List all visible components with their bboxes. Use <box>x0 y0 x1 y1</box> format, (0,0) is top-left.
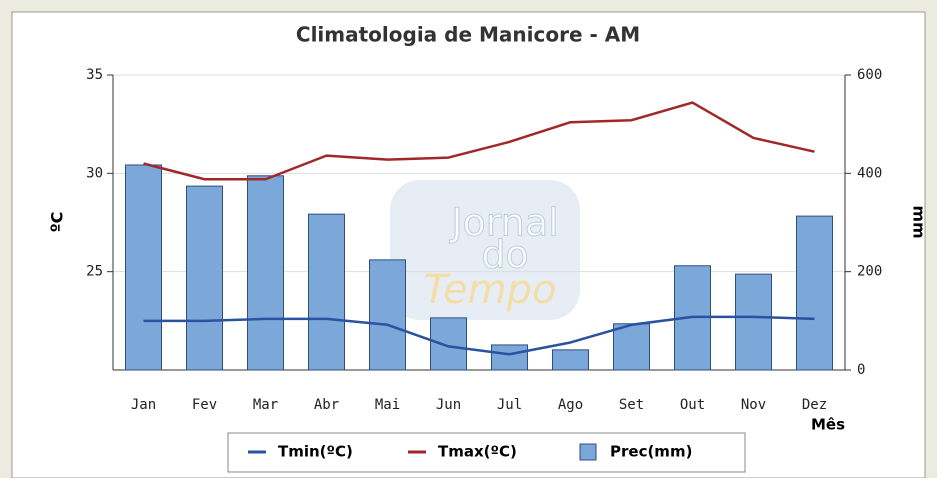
x-tick-label: Jun <box>436 397 461 413</box>
legend <box>227 432 746 473</box>
watermark-text: Jornal <box>449 201 558 245</box>
x-tick-label: Nov <box>741 397 766 413</box>
x-tick-label: Mai <box>375 397 400 413</box>
x-tick-label: Abr <box>314 397 339 413</box>
watermark-shape <box>390 180 580 320</box>
bar <box>735 273 772 371</box>
y-axis-label: ºC <box>48 212 67 233</box>
x-axis-label: Mês <box>811 416 845 434</box>
line <box>143 101 815 181</box>
y2-tick-label: 200 <box>857 264 882 280</box>
y-tick-label: 35 <box>86 67 103 83</box>
y2-axis-label: mm <box>910 205 929 238</box>
watermark-text: do <box>481 233 528 277</box>
x-tick-label: Set <box>619 397 644 413</box>
legend-label: Prec(mm) <box>610 443 692 461</box>
bar <box>552 349 589 371</box>
bar <box>247 175 284 371</box>
y-tick-label: 30 <box>86 165 103 181</box>
y2-tick-label: 400 <box>857 165 882 181</box>
legend-label: Tmax(ºC) <box>438 443 517 461</box>
bar <box>796 215 833 371</box>
y-tick-label: 25 <box>86 264 103 280</box>
x-tick-label: Fev <box>192 397 217 413</box>
watermark-text: Tempo <box>424 267 557 313</box>
x-tick-label: Mar <box>253 397 278 413</box>
bar <box>369 259 406 371</box>
legend-swatch <box>579 443 597 461</box>
bar <box>430 317 467 371</box>
bar <box>491 344 528 371</box>
bar <box>186 185 223 371</box>
x-tick-label: Ago <box>558 397 583 413</box>
y2-tick-label: 600 <box>857 67 882 83</box>
x-tick-label: Jul <box>497 397 522 413</box>
legend-label: Tmin(ºC) <box>278 443 353 461</box>
bar <box>613 323 650 371</box>
bar <box>308 213 345 371</box>
x-tick-label: Dez <box>802 397 827 413</box>
y2-tick-label: 0 <box>857 362 865 378</box>
x-tick-label: Jan <box>131 397 156 413</box>
chart-title: Climatologia de Manicore - AM <box>296 23 640 47</box>
line <box>143 315 815 356</box>
bar <box>125 164 162 371</box>
x-tick-label: Out <box>680 397 705 413</box>
